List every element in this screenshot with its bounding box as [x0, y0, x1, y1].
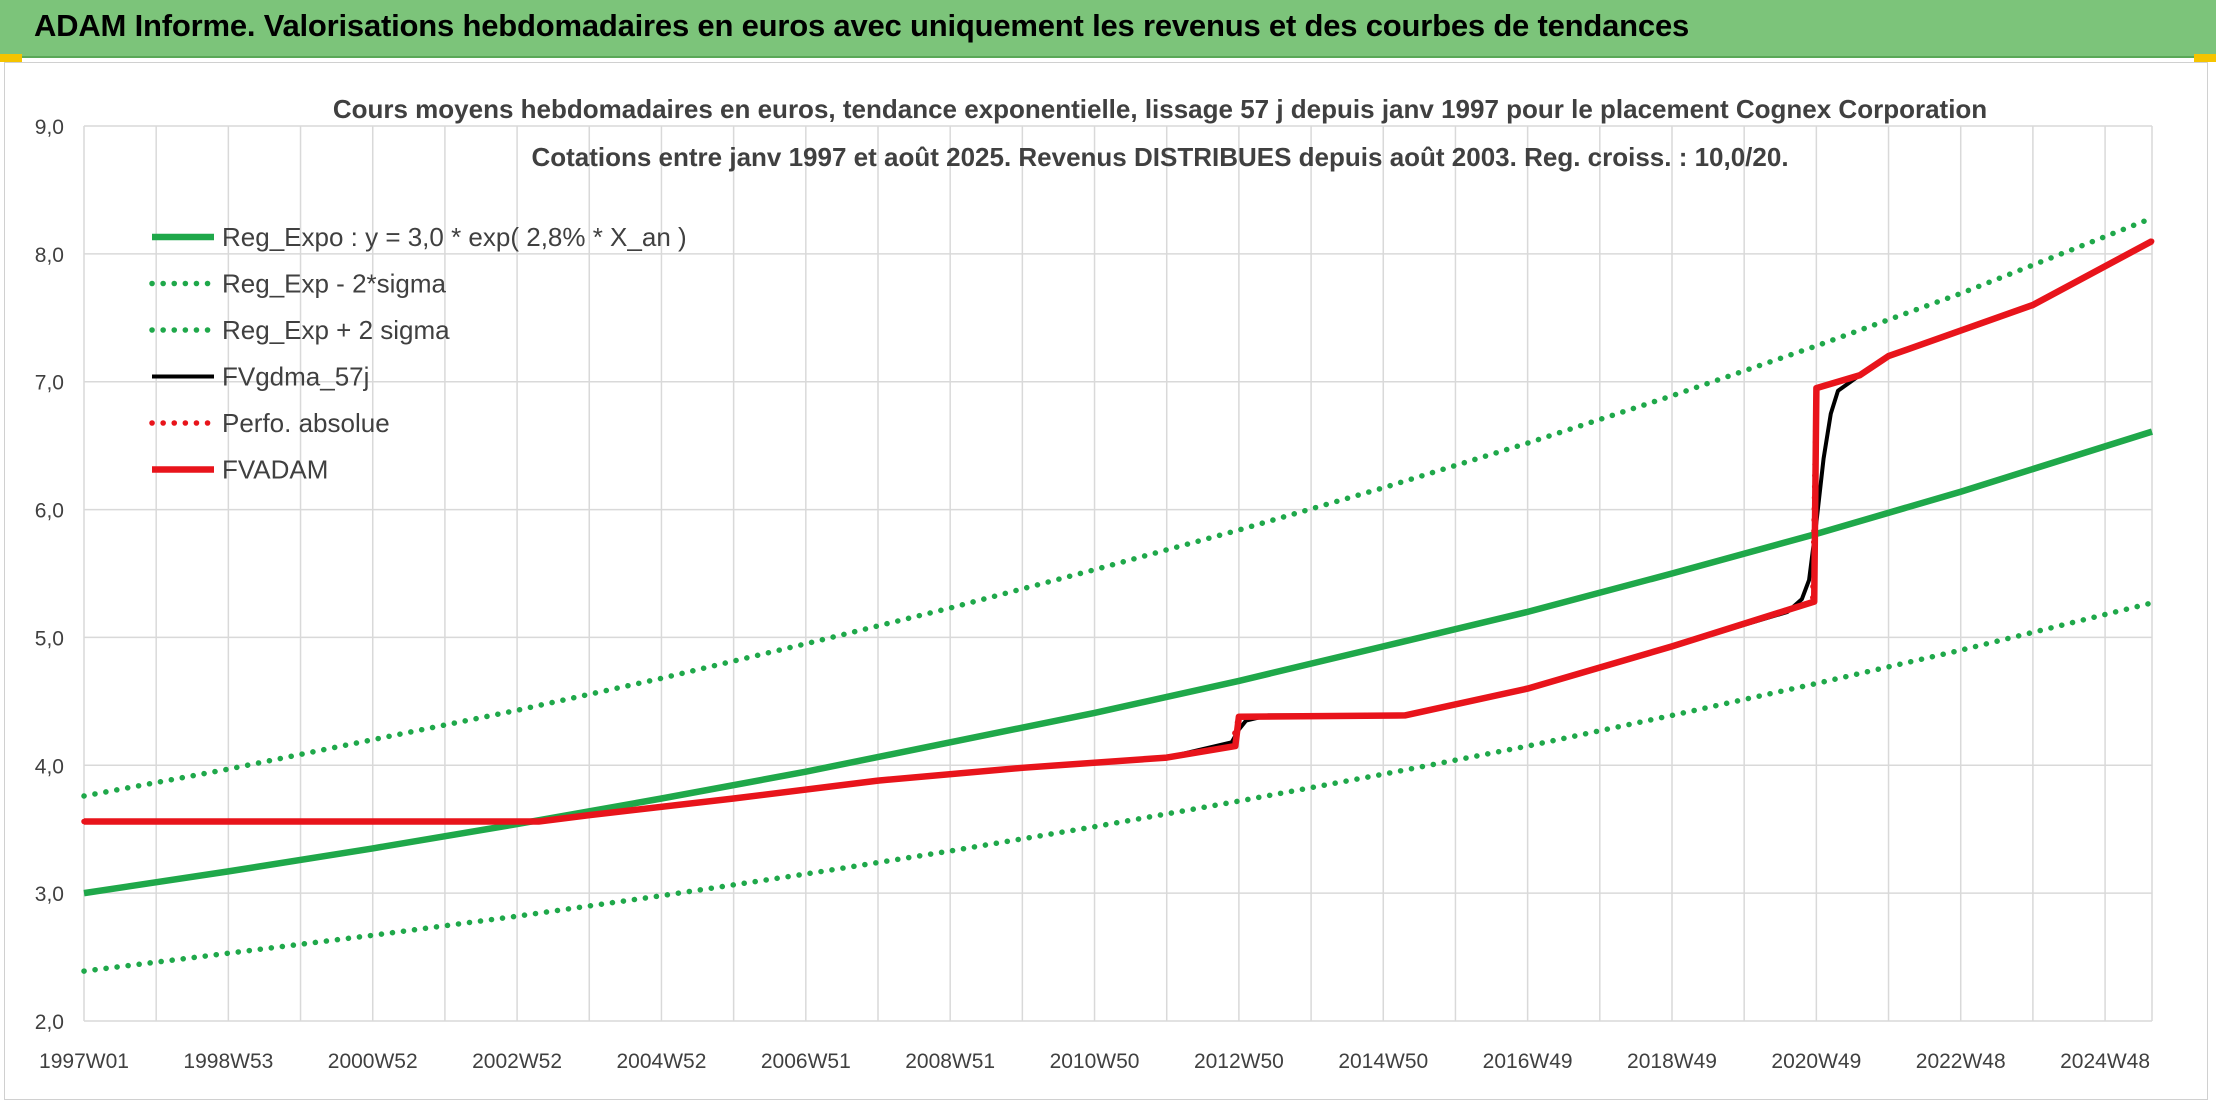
y-tick-label: 2,0: [35, 1011, 64, 1034]
legend-label: Reg_Expo : y = 3,0 * exp( 2,8% * X_an ): [222, 222, 687, 252]
x-tick-label: 2024W48: [2060, 1050, 2150, 1073]
x-tick-label: 2008W51: [905, 1050, 995, 1073]
y-tick-label: 6,0: [35, 500, 64, 523]
legend-label: Reg_Exp - 2*sigma: [222, 269, 447, 299]
y-tick-label: 3,0: [35, 883, 64, 906]
x-tick-label: 1997W01: [39, 1050, 129, 1073]
x-tick-label: 2000W52: [328, 1050, 418, 1073]
x-tick-label: 2012W50: [1194, 1050, 1284, 1073]
x-tick-label: 2022W48: [1916, 1050, 2006, 1073]
y-tick-label: 4,0: [35, 755, 64, 778]
corner-mark-right: [2194, 54, 2216, 62]
chart-subtitle: Cotations entre janv 1997 et août 2025. …: [531, 142, 1788, 172]
horizontal-gridlines: [84, 125, 2152, 1022]
x-tick-label: 2014W50: [1338, 1050, 1428, 1073]
series-line-2: [81, 215, 2155, 799]
vertical-gridlines: [83, 126, 2153, 1021]
legend-label: Reg_Exp + 2 sigma: [222, 315, 450, 345]
y-axis-ticks: 2,0 3,0 4,0 5,0 6,0 7,0 8,0 9,0: [35, 116, 64, 1034]
x-tick-label: 2018W49: [1627, 1050, 1717, 1073]
x-tick-label: 1998W53: [183, 1050, 273, 1073]
x-tick-label: 2020W49: [1771, 1050, 1861, 1073]
header-bar: ADAM Informe. Valorisations hebdomadaire…: [0, 0, 2216, 58]
legend-label: Perfo. absolue: [222, 408, 390, 438]
x-tick-label: 2006W51: [761, 1050, 851, 1073]
corner-mark-left: [0, 54, 22, 62]
x-axis-ticks: 1997W01 1998W53 2000W52 2002W52 2004W52 2006W…: [39, 1050, 2150, 1073]
x-tick-label: 2010W50: [1050, 1050, 1140, 1073]
x-tick-label: 2016W49: [1483, 1050, 1573, 1073]
series-lines: [81, 215, 2155, 974]
x-tick-label: 2002W52: [472, 1050, 562, 1073]
y-tick-label: 7,0: [35, 372, 64, 395]
y-tick-label: 8,0: [35, 244, 64, 267]
chart-frame: [4, 62, 2208, 1100]
legend: Reg_Expo : y = 3,0 * exp( 2,8% * X_an ) R…: [149, 222, 687, 485]
x-tick-label: 2004W52: [616, 1050, 706, 1073]
chart-title: Cours moyens hebdomadaires en euros, ten…: [333, 94, 1987, 124]
series-line-0: [83, 428, 2153, 897]
series-line-1: [81, 600, 2155, 974]
y-tick-label: 5,0: [35, 627, 64, 650]
page-title: ADAM Informe. Valorisations hebdomadaire…: [34, 8, 1690, 43]
y-tick-label: 9,0: [35, 116, 64, 139]
legend-label: FVgdma_57j: [222, 362, 369, 392]
legend-label: FVADAM: [222, 455, 328, 485]
series-line-5: [84, 238, 2154, 825]
chart-title-group: Cours moyens hebdomadaires en euros, ten…: [333, 94, 1987, 172]
